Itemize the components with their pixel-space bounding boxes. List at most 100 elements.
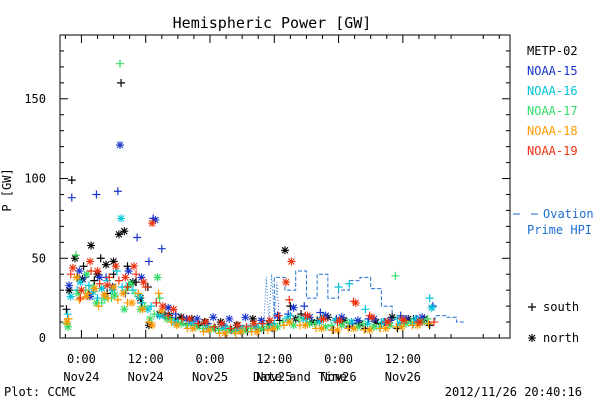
north-marker xyxy=(148,219,157,228)
north-marker xyxy=(418,313,427,322)
north-marker xyxy=(248,314,257,323)
north-marker xyxy=(111,262,120,271)
north-marker xyxy=(386,321,394,330)
north-marker xyxy=(138,305,147,314)
north-marker xyxy=(110,290,119,299)
south-marker xyxy=(154,289,163,298)
north-marker xyxy=(146,314,154,323)
legend-series-label: NOAA-17 xyxy=(527,104,578,118)
y-tick-label: 50 xyxy=(32,251,46,265)
south-marker xyxy=(178,314,187,323)
south-marker xyxy=(132,270,141,279)
north-marker xyxy=(287,257,296,266)
south-marker xyxy=(134,289,143,298)
legend-series-label: METP-02 xyxy=(527,44,578,58)
north-marker xyxy=(282,278,291,287)
north-marker xyxy=(109,282,118,291)
north-marker xyxy=(411,314,420,323)
north-marker xyxy=(86,257,94,266)
north-marker xyxy=(241,313,250,322)
north-marker xyxy=(337,313,346,322)
north-marker xyxy=(315,318,324,327)
north-marker xyxy=(117,214,126,223)
north-marker xyxy=(153,273,162,282)
footer-right: 2012/11/26 20:40:16 xyxy=(445,385,582,399)
south-marker xyxy=(194,319,203,328)
north-marker xyxy=(157,306,166,315)
north-marker xyxy=(65,286,74,295)
north-marker xyxy=(77,286,86,295)
footer-left: Plot: CCMC xyxy=(4,385,76,399)
north-marker xyxy=(221,329,229,338)
south-marker xyxy=(424,319,433,328)
north-marker xyxy=(116,141,124,150)
north-marker xyxy=(381,324,390,333)
south-marker xyxy=(263,326,272,335)
south-marker xyxy=(76,294,85,303)
y-tick-label: 0 xyxy=(39,331,46,345)
north-marker xyxy=(209,313,218,322)
north-marker xyxy=(65,281,74,290)
north-marker xyxy=(75,267,84,276)
south-marker xyxy=(155,294,164,303)
north-marker xyxy=(285,318,294,327)
north-marker xyxy=(185,314,194,323)
north-marker xyxy=(66,292,75,301)
north-marker xyxy=(124,267,133,276)
legend-north-label: north xyxy=(543,331,579,345)
north-marker xyxy=(137,273,146,282)
north-marker xyxy=(416,318,424,327)
north-marker xyxy=(399,316,408,325)
x-tick-label-time: 0:00 xyxy=(196,352,225,366)
north-marker xyxy=(64,322,73,331)
north-marker xyxy=(335,316,344,325)
chart-title: Hemispheric Power [GW] xyxy=(173,14,372,32)
north-marker xyxy=(402,319,411,328)
north-marker xyxy=(100,290,109,299)
north-marker xyxy=(237,327,246,336)
south-marker xyxy=(93,294,102,303)
south-marker xyxy=(67,176,76,185)
south-marker xyxy=(226,324,235,333)
legend-series-label: NOAA-18 xyxy=(527,124,578,138)
north-marker xyxy=(120,227,129,236)
north-marker xyxy=(193,314,202,323)
south-marker xyxy=(152,298,161,307)
north-marker xyxy=(289,303,298,312)
south-marker xyxy=(327,321,336,330)
north-marker xyxy=(114,230,123,239)
south-marker xyxy=(164,311,173,320)
south-marker xyxy=(105,273,114,282)
south-marker xyxy=(294,314,303,323)
north-marker xyxy=(353,322,362,331)
south-marker xyxy=(113,187,122,196)
north-marker xyxy=(201,318,210,327)
legend-south-label: south xyxy=(543,300,579,314)
north-marker xyxy=(71,254,79,263)
north-marker xyxy=(253,327,262,336)
north-marker xyxy=(218,324,227,333)
legend-series-label: NOAA-15 xyxy=(527,64,578,78)
north-marker xyxy=(143,305,152,314)
north-marker xyxy=(186,319,195,328)
north-marker xyxy=(319,314,328,323)
south-marker xyxy=(429,318,438,327)
north-marker xyxy=(241,326,250,335)
series-noaa-19 xyxy=(66,219,438,333)
data-marks xyxy=(62,59,438,338)
north-marker xyxy=(68,263,77,272)
north-marker xyxy=(78,274,87,283)
south-marker xyxy=(231,329,240,338)
north-marker xyxy=(351,298,360,307)
north-marker xyxy=(217,319,226,328)
north-marker xyxy=(103,281,112,290)
north-marker xyxy=(102,260,111,269)
north-marker xyxy=(427,303,436,312)
north-marker xyxy=(331,316,340,325)
x-tick-label-date: Nov26 xyxy=(385,370,421,384)
north-marker xyxy=(119,289,128,298)
south-marker xyxy=(133,233,142,242)
series-noaa-18 xyxy=(62,273,433,338)
north-marker xyxy=(347,318,356,327)
north-marker xyxy=(317,324,326,333)
